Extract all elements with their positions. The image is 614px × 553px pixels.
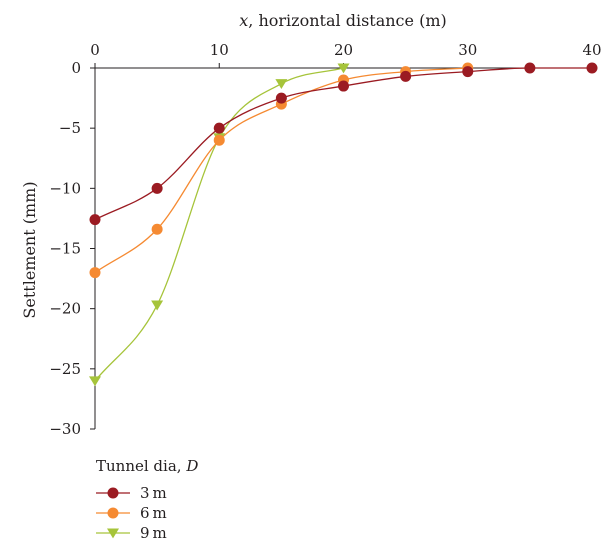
- data-point-9m: [275, 79, 288, 90]
- data-point-6m: [213, 134, 225, 146]
- x-axis-title: x, horizontal distance (m): [239, 11, 446, 30]
- y-axis-title: Settlement (mm): [20, 181, 39, 318]
- data-point-3m: [338, 80, 349, 92]
- x-tick-label: 0: [90, 41, 100, 59]
- legend-title: Tunnel dia, D: [96, 457, 198, 475]
- data-point-9m: [151, 300, 164, 311]
- data-point-3m: [400, 70, 412, 82]
- series-line-3m: [94, 67, 592, 221]
- y-tick-label: −15: [49, 240, 81, 258]
- y-tick-label: 0: [71, 59, 81, 77]
- y-tick-label: −10: [49, 179, 81, 197]
- data-point-3m: [213, 122, 225, 134]
- x-axis-title-text: , horizontal distance (m): [248, 11, 446, 30]
- y-tick-label: −25: [49, 360, 81, 378]
- y-tick-label: −5: [59, 119, 81, 137]
- data-point-3m: [462, 66, 474, 78]
- x-tick-label: 30: [458, 41, 477, 59]
- legend-marker-3m: [107, 487, 119, 499]
- data-point-9m: [337, 63, 350, 74]
- x-tick-label: 40: [582, 41, 601, 59]
- legend-label-3m: 3 m: [140, 484, 167, 502]
- series-markers: [89, 62, 598, 387]
- x-tick-label: 10: [210, 41, 229, 59]
- series-line-9m: [94, 67, 344, 382]
- x-tick-label: 20: [334, 41, 353, 59]
- data-point-6m: [89, 267, 101, 279]
- y-tick-label: −20: [49, 300, 81, 318]
- series-curves: [94, 67, 592, 382]
- data-point-3m: [524, 62, 536, 74]
- data-point-6m: [151, 223, 163, 235]
- legend-title-variable: D: [185, 457, 198, 475]
- legend-marker-6m: [107, 507, 119, 519]
- legend-label-6m: 6 m: [140, 504, 167, 522]
- data-point-3m: [275, 92, 287, 104]
- legend-label-9m: 9 m: [140, 524, 167, 542]
- data-point-9m: [89, 376, 101, 387]
- data-point-3m: [89, 214, 101, 226]
- legend-marker-9m: [107, 528, 119, 539]
- data-point-3m: [151, 182, 163, 194]
- legend: 3 m 6 m 9 m: [96, 484, 167, 542]
- x-axis-title-variable: x: [239, 11, 248, 30]
- data-point-3m: [586, 62, 598, 74]
- legend-title-text: Tunnel dia,: [96, 457, 186, 475]
- axes: 0 10 20 30 40 0 −5 −10 −15 −20 −25 −30: [49, 41, 601, 438]
- y-tick-label: −30: [49, 420, 81, 438]
